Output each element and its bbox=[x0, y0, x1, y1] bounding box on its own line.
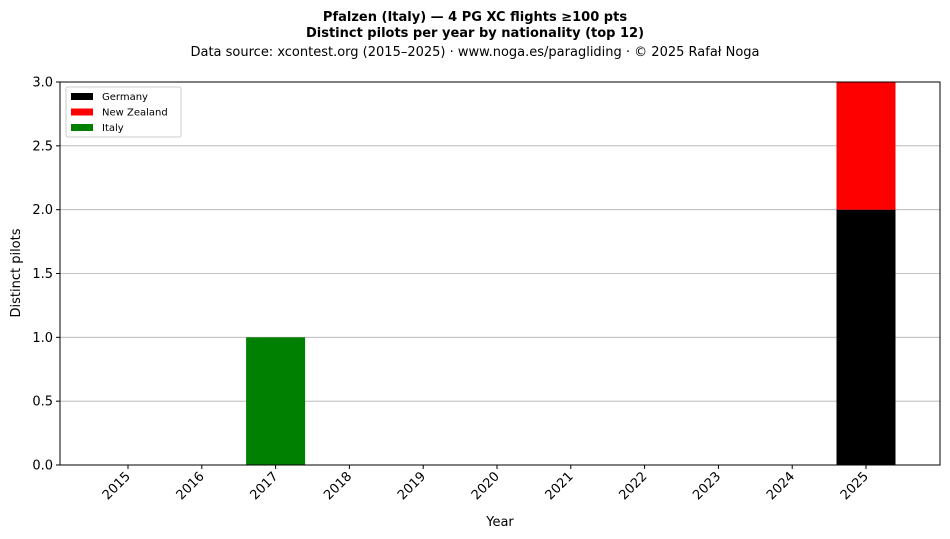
chart-subtitle: Data source: xcontest.org (2015–2025) · … bbox=[190, 45, 759, 60]
x-tick-label: 2025 bbox=[838, 469, 872, 503]
chart-title-line1: Pfalzen (Italy) — 4 PG XC flights ≥100 p… bbox=[323, 10, 627, 25]
x-tick-label: 2017 bbox=[247, 469, 281, 503]
legend: Germany New Zealand Italy bbox=[65, 86, 182, 138]
x-tick-label: 2023 bbox=[690, 469, 724, 503]
y-axis-label: Distinct pilots bbox=[9, 228, 24, 317]
y-tick-label: 0.0 bbox=[32, 459, 53, 474]
y-tick-label: 1.0 bbox=[32, 331, 53, 346]
y-tick-label: 0.5 bbox=[32, 395, 53, 410]
x-tick-label: 2022 bbox=[616, 469, 650, 503]
y-tick-label: 2.5 bbox=[32, 139, 53, 154]
legend-swatch bbox=[71, 124, 93, 131]
x-tick-label: 2024 bbox=[764, 469, 798, 503]
x-axis: 2015 2016 2017 2018 2019 2020 2021 2022 2023 2024… bbox=[100, 465, 872, 503]
y-tick-label: 3.0 bbox=[32, 76, 53, 91]
x-tick-label: 2021 bbox=[543, 469, 577, 503]
x-axis-label: Year bbox=[485, 515, 514, 530]
bar-germany-2025 bbox=[836, 209, 896, 465]
legend-label: New Zealand bbox=[102, 108, 168, 119]
legend-label: Italy bbox=[102, 123, 124, 134]
bar-italy-2017 bbox=[246, 337, 306, 465]
x-tick-label: 2016 bbox=[174, 469, 208, 503]
grid bbox=[60, 145, 940, 402]
legend-label: Germany bbox=[102, 92, 148, 103]
bar-new-zealand-2025 bbox=[836, 82, 896, 210]
legend-swatch bbox=[71, 93, 93, 100]
x-tick-label: 2018 bbox=[321, 469, 355, 503]
legend-swatch bbox=[71, 108, 93, 116]
x-tick-label: 2020 bbox=[469, 469, 503, 503]
x-tick-label: 2015 bbox=[100, 469, 134, 503]
y-tick-label: 1.5 bbox=[32, 267, 53, 282]
y-axis: 0.0 0.5 1.0 1.5 2.0 2.5 3.0 bbox=[32, 76, 60, 474]
chart-title-line2: Distinct pilots per year by nationality … bbox=[306, 26, 644, 41]
bars bbox=[246, 82, 896, 465]
legend-box bbox=[65, 86, 182, 138]
x-tick-label: 2019 bbox=[395, 469, 429, 503]
y-tick-label: 2.0 bbox=[32, 203, 53, 218]
